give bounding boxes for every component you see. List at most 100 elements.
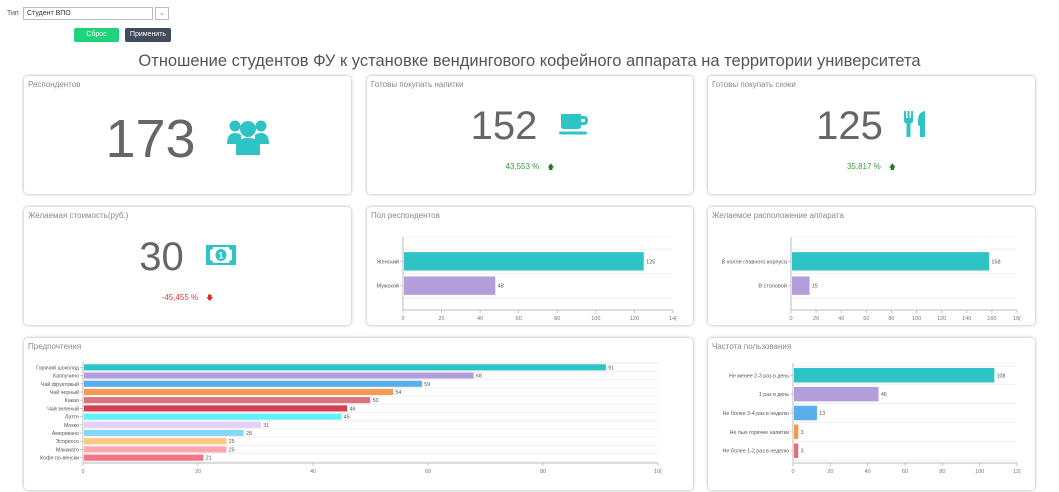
chart-card-preferences: Предпочтения 0 20 40 60 80 10(Горячий шоколад… xyxy=(24,338,693,490)
bar[interactable] xyxy=(83,421,262,429)
data-label: 59 xyxy=(424,382,430,388)
x-tick-label: 12( xyxy=(1013,469,1021,475)
bar[interactable] xyxy=(793,405,818,421)
data-label: 158 xyxy=(991,259,1000,265)
bar[interactable] xyxy=(793,386,880,402)
data-label: 50 xyxy=(373,398,379,404)
x-tick-label: 60 xyxy=(902,469,908,475)
category-label: В холле главного корпуса xyxy=(721,259,787,265)
cutlery-icon xyxy=(903,110,927,143)
x-tick-label: 160 xyxy=(987,316,996,322)
data-label: 46 xyxy=(350,406,356,412)
x-tick-label: 100 xyxy=(591,316,600,322)
type-select-input[interactable]: Студент ВПО xyxy=(23,6,153,20)
x-tick-label: 0 xyxy=(401,316,404,322)
reset-button[interactable]: Сброс xyxy=(74,28,119,42)
kpi-card-price: Желаемая стоимость(руб.) 30 1 -45,455 % 🡇 xyxy=(24,207,351,325)
x-tick-label: 100 xyxy=(912,316,921,322)
category-label: Не более 3-4 раз в неделю xyxy=(723,411,789,417)
data-label: 91 xyxy=(608,365,614,371)
category-label: Не менее 2-3 раз в день xyxy=(729,373,789,379)
bar[interactable] xyxy=(793,367,995,384)
category-label: Мужской xyxy=(377,283,399,290)
data-label: 48 xyxy=(498,284,504,290)
x-tick-label: 20 xyxy=(813,316,819,322)
bar[interactable] xyxy=(83,445,228,454)
bar[interactable] xyxy=(791,251,990,272)
bar[interactable] xyxy=(83,429,245,437)
arrow-up-icon: 🡅 xyxy=(888,164,896,171)
data-label: 28 xyxy=(246,431,252,437)
card-title: Респондентов xyxy=(28,80,81,89)
gender-bar-chart: 0 20 40 60 80 100 120 14(Женский 125 Мужской 48 xyxy=(377,236,677,322)
category-label: Не пью горячие напитки xyxy=(730,430,789,436)
category-label: Какао xyxy=(65,398,79,404)
apply-button[interactable]: Применить xyxy=(125,28,171,42)
kpi-value: 173 xyxy=(105,109,196,169)
bar[interactable] xyxy=(791,275,811,296)
coffee-cup-icon xyxy=(559,112,589,141)
card-title: Желаемое расположение аппарата xyxy=(712,211,844,220)
bar[interactable] xyxy=(793,442,799,459)
x-tick-label: 80 xyxy=(540,469,546,475)
bar[interactable] xyxy=(403,251,645,272)
data-label: 54 xyxy=(396,390,402,396)
kpi-card-snacks: Готовы покупать снэки 125 35,817 % 🡅 xyxy=(708,76,1035,194)
delta-value: 35,817 % xyxy=(846,162,881,171)
data-label: 25 xyxy=(229,447,235,453)
delta-value: 43,553 % xyxy=(505,162,540,171)
arrow-up-icon: 🡅 xyxy=(547,164,555,171)
category-label: Маккиато xyxy=(56,447,79,453)
bar[interactable] xyxy=(83,396,371,404)
preferences-bar-chart: 0 20 40 60 80 10(Горячий шоколад 91 Каппучино 68… xyxy=(36,361,662,475)
category-label: Горячий шоколад xyxy=(36,364,79,371)
bar[interactable] xyxy=(83,380,423,388)
category-label: 1 раз в день xyxy=(759,392,789,398)
card-title: Предпочтения xyxy=(28,342,82,351)
filter-row: Тип Студент ВПО ⌄ xyxy=(0,5,169,21)
delta-value: -45,455 % xyxy=(161,293,199,302)
location-bar-chart: 0 20 40 60 80 100 120 140 160 18(В холле главного… xyxy=(721,236,1021,322)
kpi-value: 30 xyxy=(139,235,184,279)
category-label: Каппучино xyxy=(53,374,79,380)
bar[interactable] xyxy=(83,363,607,372)
chevron-down-icon[interactable]: ⌄ xyxy=(155,6,169,20)
data-label: 68 xyxy=(476,374,482,380)
bar[interactable] xyxy=(83,453,205,462)
x-tick-label: 80 xyxy=(888,316,894,322)
card-title: Желаемая стоимость(руб.) xyxy=(28,211,129,220)
delta-indicator: -45,455 % 🡇 xyxy=(24,293,351,305)
data-label: 21 xyxy=(206,456,212,462)
category-label: Не более 1-2 раз в неделю xyxy=(723,449,789,455)
category-label: Женский xyxy=(377,258,399,265)
data-label: 3 xyxy=(801,449,804,455)
category-label: Латте xyxy=(65,415,79,421)
x-tick-label: 40 xyxy=(310,469,316,475)
data-label: 3 xyxy=(801,430,804,436)
x-tick-label: 18( xyxy=(1013,316,1021,322)
x-tick-label: 20 xyxy=(827,469,833,475)
x-tick-label: 40 xyxy=(477,316,483,322)
bar[interactable] xyxy=(83,412,343,421)
bar[interactable] xyxy=(793,424,799,440)
delta-indicator: 35,817 % 🡅 xyxy=(708,162,1035,174)
x-tick-label: 40 xyxy=(838,316,844,322)
x-tick-label: 0 xyxy=(789,316,792,322)
bar[interactable] xyxy=(83,404,348,413)
kpi-value: 125 xyxy=(816,104,883,148)
bar[interactable] xyxy=(83,388,394,396)
delta-indicator: 43,553 % 🡅 xyxy=(367,162,693,174)
card-title: Частота пользования xyxy=(712,342,792,351)
users-icon xyxy=(226,117,270,162)
x-tick-label: 14( xyxy=(669,316,677,322)
chart-card-gender: Пол респондентов 0 20 40 60 80 100 120 14(Женск… xyxy=(367,207,693,325)
card-title: Пол респондентов xyxy=(371,211,440,220)
bar[interactable] xyxy=(403,275,496,296)
data-label: 46 xyxy=(881,392,887,398)
x-tick-label: 100 xyxy=(975,469,984,475)
bar[interactable] xyxy=(83,371,475,380)
data-label: 25 xyxy=(229,439,235,445)
bar[interactable] xyxy=(83,437,228,445)
category-label: Кофе по-венски xyxy=(40,456,79,462)
bill-digit: 1 xyxy=(218,251,223,261)
